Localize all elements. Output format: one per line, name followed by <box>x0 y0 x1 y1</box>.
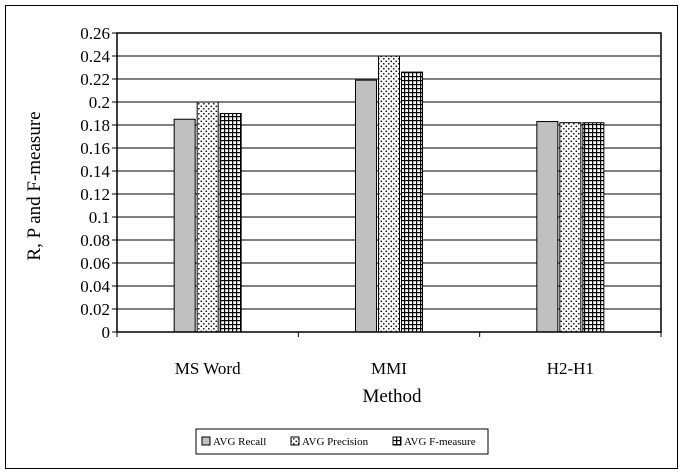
bar-avg-recall-h2-h1 <box>536 121 559 333</box>
bar-avg-precision-h2-h1 <box>559 122 582 333</box>
bar-avg-precision-mmi <box>378 55 400 333</box>
legend-swatch <box>290 436 300 446</box>
x-tick-label: MMI <box>371 359 407 378</box>
legend-swatch <box>201 436 211 446</box>
y-tick-label: 0.12 <box>80 185 110 204</box>
plot-area: 0 0.02 0.04 0.06 0.08 0.1 0.12 0.14 0.16 0.18 0.2 0… <box>80 24 662 378</box>
plot-border <box>116 32 662 333</box>
y-tick-label: 0.02 <box>80 300 110 319</box>
y-tick-label: 0.18 <box>80 116 110 135</box>
bar-avg-recall-ms-word <box>173 118 196 333</box>
legend-box <box>195 428 489 455</box>
y-axis-title: R, P and F-measure <box>24 111 45 260</box>
bar-avg-f-measure-mmi <box>401 71 423 333</box>
y-tick-label: 0.24 <box>80 47 110 66</box>
legend: AVG Recall AVG Precision AVG F-measure <box>195 428 489 455</box>
y-tick-label: 0.1 <box>89 208 110 227</box>
bar-avg-precision-ms-word <box>196 101 219 333</box>
y-tick-label: 0.06 <box>80 254 110 273</box>
bar-avg-f-measure-h2-h1 <box>582 122 605 333</box>
bar-avg-recall-mmi <box>355 79 377 333</box>
y-tick-label: 0.16 <box>80 139 110 158</box>
y-tick-label: 0.14 <box>80 162 110 181</box>
y-tick-label: 0 <box>102 323 111 342</box>
legend-label: AVG Precision <box>302 436 369 448</box>
y-tick-label: 0.08 <box>80 231 110 250</box>
y-tick-label: 0.04 <box>80 277 110 296</box>
x-tick-label: MS Word <box>175 359 241 378</box>
legend-label: AVG Recall <box>213 436 266 448</box>
y-tick-label: 0.26 <box>80 24 110 43</box>
y-tick-label: 0.22 <box>80 70 110 89</box>
legend-swatch <box>392 436 402 446</box>
legend-label: AVG F-measure <box>404 436 476 448</box>
y-tick-label: 0.2 <box>89 93 110 112</box>
x-axis-title: Method <box>362 386 422 407</box>
x-tick-label: H2-H1 <box>547 359 594 378</box>
bar-avg-f-measure-ms-word <box>219 113 242 333</box>
